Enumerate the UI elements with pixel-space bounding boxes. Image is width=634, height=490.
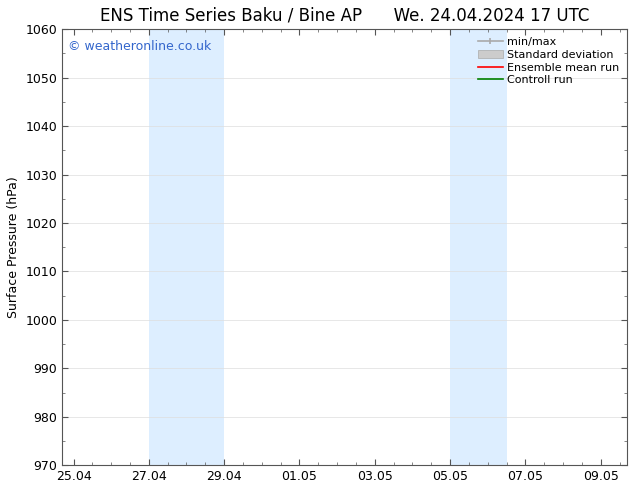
Title: ENS Time Series Baku / Bine AP      We. 24.04.2024 17 UTC: ENS Time Series Baku / Bine AP We. 24.04… bbox=[100, 7, 590, 25]
Bar bbox=[450, 29, 507, 465]
Text: © weatheronline.co.uk: © weatheronline.co.uk bbox=[68, 40, 211, 53]
Legend: min/max, Standard deviation, Ensemble mean run, Controll run: min/max, Standard deviation, Ensemble me… bbox=[476, 35, 621, 88]
Y-axis label: Surface Pressure (hPa): Surface Pressure (hPa) bbox=[7, 176, 20, 318]
Bar bbox=[149, 29, 224, 465]
